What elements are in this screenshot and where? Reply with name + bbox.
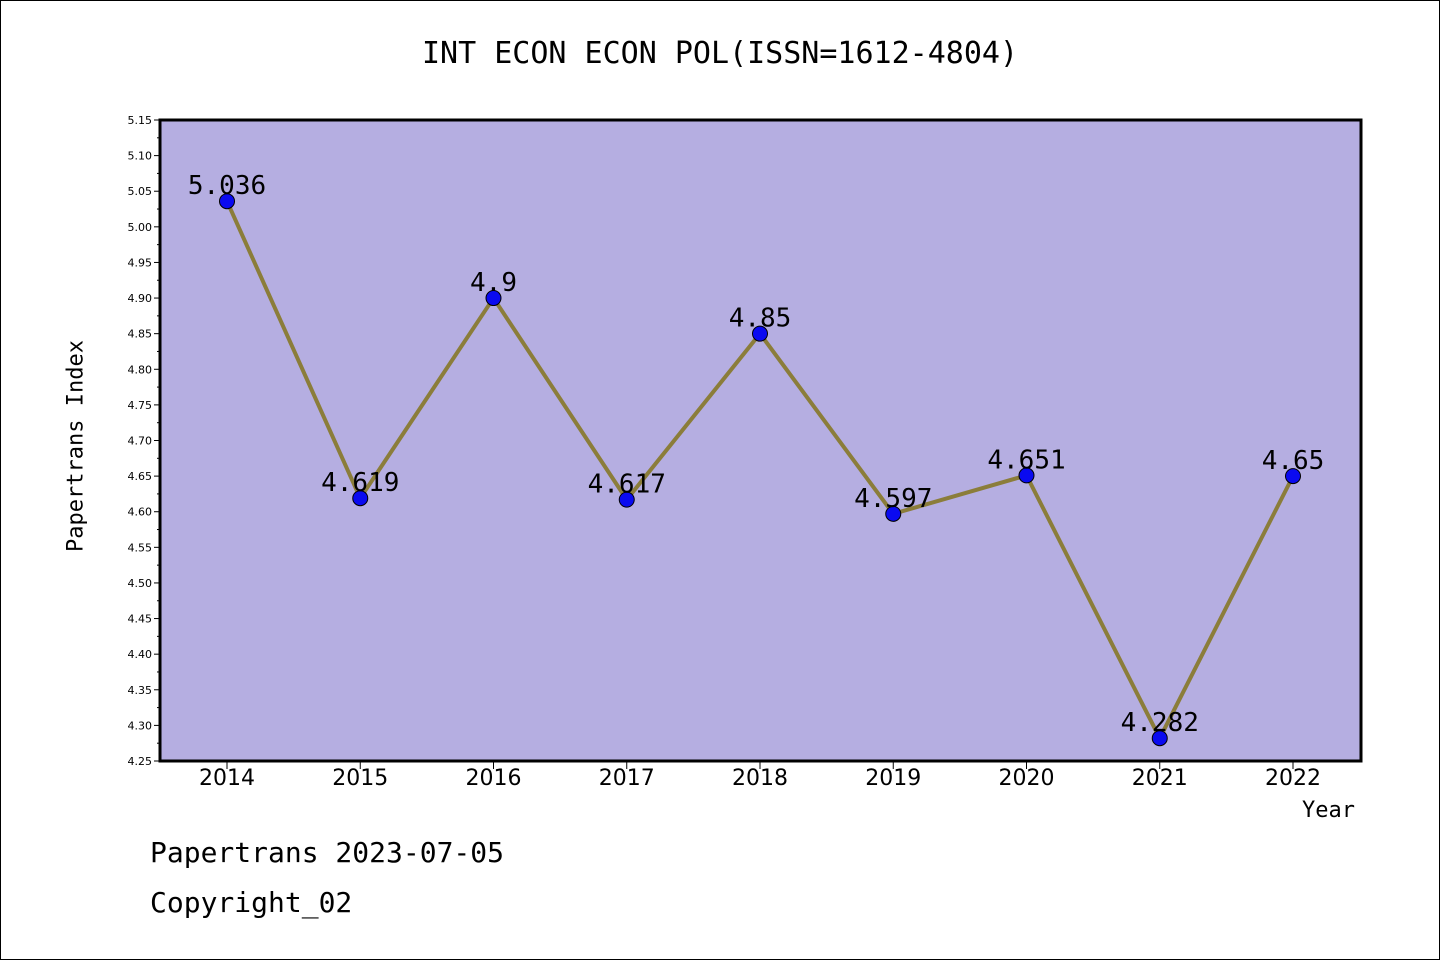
x-tick-label: 2019 [865, 766, 921, 791]
y-tick-label: 5.10 [128, 150, 153, 163]
chart-title: INT ECON ECON POL(ISSN=1612-4804) [421, 36, 1019, 71]
series-group: 5.036 4.619 4.9 4.617 4.85 4.597 4.651 4.282 4.6… [188, 171, 1325, 747]
y-tick-label: 4.25 [128, 755, 153, 768]
y-tick-label: 4.60 [128, 506, 153, 519]
data-label: 4.85 [729, 304, 792, 334]
y-tick-label: 4.45 [128, 613, 153, 626]
x-tick-label: 2018 [732, 766, 788, 791]
data-point [885, 505, 902, 522]
x-tick-label: 2020 [999, 766, 1055, 791]
y-tick-label: 4.75 [128, 399, 153, 412]
y-tick-label: 5.00 [128, 221, 153, 234]
footer-source: Papertrans 2023-07-05 [150, 836, 505, 869]
data-label: 4.619 [321, 468, 399, 498]
data-label: 4.597 [854, 484, 932, 514]
y-tick-label: 4.65 [128, 470, 153, 483]
y-tick-label: 4.90 [128, 292, 153, 305]
plot-area [158, 118, 1363, 763]
y-tick-label: 4.55 [128, 541, 153, 554]
data-point [219, 193, 235, 210]
data-label: 4.9 [470, 268, 517, 298]
data-point [352, 490, 369, 507]
y-tick-label: 4.50 [128, 577, 153, 590]
y-tick-label: 4.30 [128, 719, 153, 732]
data-point [1285, 468, 1301, 485]
data-label: 4.617 [588, 470, 666, 500]
x-tick-label: 2016 [466, 766, 522, 791]
y-tick-label: 5.05 [128, 185, 153, 198]
y-tick-label: 4.80 [128, 363, 153, 376]
data-label: 4.282 [1121, 708, 1199, 738]
data-point [618, 491, 635, 508]
data-label: 4.65 [1262, 446, 1325, 476]
y-tick-label: 4.70 [128, 435, 153, 448]
x-axis: 2014 2015 2016 2017 2018 2019 2020 2021 2022 [199, 761, 1321, 791]
x-tick-label: 2022 [1265, 766, 1321, 791]
x-tick-label: 2021 [1132, 766, 1188, 791]
y-tick-label: 4.35 [128, 684, 153, 697]
y-tick-label: 4.40 [128, 648, 153, 661]
data-point [752, 325, 768, 342]
data-point [1151, 730, 1168, 747]
y-tick-label: 4.85 [128, 328, 153, 341]
data-label: 4.651 [987, 445, 1065, 475]
data-label: 5.036 [188, 171, 266, 201]
y-tick-label: 4.95 [128, 256, 153, 269]
x-axis-label: Year [1302, 798, 1355, 823]
x-tick-label: 2017 [599, 766, 655, 791]
footer-copyright: Copyright_02 [150, 886, 353, 919]
data-point [485, 290, 502, 307]
x-tick-label: 2014 [199, 766, 255, 791]
data-point [1018, 467, 1035, 484]
y-axis: 4.25 4.30 4.35 4.40 4.45 4.50 4.55 4.60 4.65 4.70… [128, 114, 160, 768]
x-tick-label: 2015 [332, 766, 388, 791]
y-tick-label: 5.15 [128, 114, 153, 127]
